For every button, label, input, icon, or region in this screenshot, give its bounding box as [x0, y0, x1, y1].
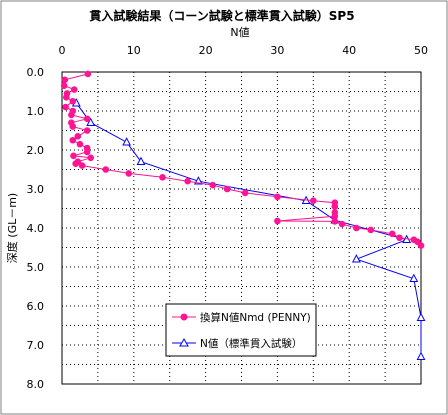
- y-tick-label: 2.0: [27, 144, 45, 157]
- legend: 換算N値Nmd (PENNY) N値（標準貫入試験）: [165, 303, 317, 357]
- converted-n-point: [367, 226, 375, 234]
- converted-n-point: [63, 94, 70, 101]
- converted-n-point: [274, 193, 281, 201]
- converted-n-point: [84, 70, 92, 78]
- converted-n-point: [353, 224, 360, 232]
- converted-n-point: [396, 234, 403, 242]
- y-tick-labels: 0.0 1.0 2.0 3.0 4.0 5.0 6.0 7.0 8.0: [27, 66, 45, 391]
- spt-n-point: [409, 273, 419, 282]
- converted-n-point: [274, 217, 281, 225]
- spt-n-line: [75, 102, 422, 357]
- converted-n-point: [69, 136, 77, 144]
- converted-n-point: [417, 242, 425, 249]
- y-tick-label: 7.0: [27, 339, 45, 352]
- converted-n-point: [83, 148, 91, 156]
- converted-n-point: [159, 174, 166, 181]
- legend-box: [165, 303, 317, 357]
- y-tick-label: 4.0: [27, 222, 45, 235]
- converted-n-point: [209, 181, 217, 189]
- converted-n-point: [184, 177, 191, 185]
- y-tick-label: 0.0: [27, 66, 45, 79]
- y-tick-label: 8.0: [27, 378, 45, 391]
- converted-n-point: [70, 152, 77, 160]
- converted-n-point: [83, 127, 91, 134]
- x-tick-label: 10: [127, 44, 141, 57]
- legend-label-converted-n: 換算N値Nmd (PENNY): [200, 311, 311, 324]
- chart-title: 貫入試験結果（コーン試験と標準貫入試験）SP5: [89, 8, 354, 23]
- converted-n-point: [78, 162, 86, 169]
- converted-n-point: [62, 103, 69, 111]
- converted-n-point: [388, 230, 396, 238]
- y-tick-label: 6.0: [27, 300, 45, 313]
- converted-n-point: [331, 203, 339, 210]
- converted-n-point: [60, 82, 68, 89]
- spt-n-point: [351, 254, 361, 263]
- spt-n-point: [136, 156, 146, 165]
- y-tick-label: 1.0: [27, 105, 45, 118]
- spt-n-point: [86, 117, 96, 126]
- series-converted-n-value: [60, 70, 425, 249]
- converted-n-point: [125, 170, 133, 177]
- spt-n-point: [416, 351, 426, 360]
- converted-n-point: [61, 76, 69, 84]
- spt-n-point: [416, 312, 426, 321]
- converted-n-point: [69, 97, 77, 105]
- y-tick-label: 5.0: [27, 261, 45, 274]
- converted-n-point: [310, 197, 317, 204]
- converted-n-point: [76, 140, 84, 148]
- converted-n-point: [69, 123, 77, 130]
- x-tick-labels: 0 10 20 30 40 50: [59, 44, 429, 57]
- converted-n-point: [72, 160, 79, 167]
- y-tick-label: 3.0: [27, 183, 45, 196]
- converted-n-point: [223, 185, 231, 193]
- converted-n-point: [331, 218, 339, 225]
- legend-marker-circle: [180, 313, 188, 321]
- x-tick-label: 40: [342, 44, 356, 57]
- converted-n-point: [74, 133, 82, 140]
- plot-area-border: [61, 71, 422, 385]
- x-axis-label: N値: [230, 26, 249, 39]
- x-tick-label: 20: [199, 44, 213, 57]
- converted-n-point: [338, 220, 346, 228]
- x-tick-label: 0: [59, 44, 66, 57]
- converted-n-point: [87, 154, 95, 162]
- spt-n-point: [122, 137, 132, 146]
- legend-label-spt-n: N値（標準貫入試験）: [200, 337, 302, 350]
- x-tick-label: 50: [414, 44, 428, 57]
- legend-marker-triangle: [179, 337, 189, 347]
- x-tick-label: 30: [270, 44, 284, 57]
- converted-n-point: [241, 189, 249, 197]
- y-axis-label: 深度 (GL－m): [5, 193, 19, 263]
- converted-n-point: [102, 166, 110, 173]
- converted-n-point: [70, 86, 78, 93]
- converted-n-point: [83, 115, 91, 123]
- converted-n-point: [414, 238, 421, 245]
- converted-n-point: [68, 111, 75, 119]
